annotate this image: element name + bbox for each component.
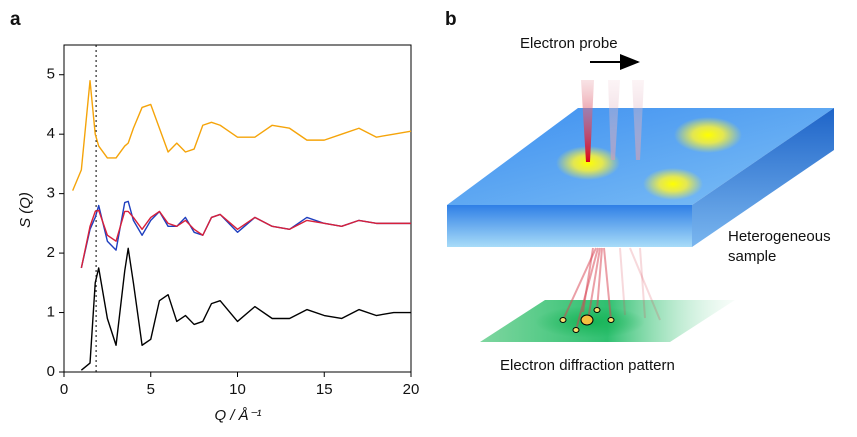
- y-tick-label: 5: [47, 66, 55, 83]
- sample-side: [692, 108, 834, 247]
- probe-beam-ghost: [632, 80, 644, 160]
- domain: [674, 117, 742, 153]
- series-line: [80, 200, 411, 269]
- y-tick-label: 4: [47, 125, 55, 142]
- panel-a: a S (Q) Q / Å⁻¹ 0 1 2 3 4 5 0 5 10 15 20: [10, 9, 419, 424]
- y-tick-label: 3: [47, 185, 55, 202]
- sample-front: [447, 205, 692, 247]
- series-line: [80, 209, 411, 269]
- y-axis-label: S (Q): [17, 192, 34, 228]
- x-tick-label: 15: [316, 381, 333, 398]
- rays: [562, 247, 661, 331]
- x-axis-label: Q / Å⁻¹: [214, 407, 261, 424]
- panel-label: b: [445, 9, 457, 30]
- plot-frame: [63, 44, 412, 373]
- y-tick-label: 1: [47, 304, 55, 321]
- diffraction-spots: [559, 307, 615, 333]
- panel-label: a: [10, 9, 21, 30]
- probe-beam-ghost: [608, 80, 620, 160]
- domain: [643, 168, 703, 200]
- y-tick-label: 2: [47, 244, 55, 261]
- x-tick-label: 0: [60, 381, 68, 398]
- x-tick-label: 5: [147, 381, 155, 398]
- sample-label: Heterogeneous: [728, 228, 831, 245]
- pattern-label: Electron diffraction pattern: [500, 357, 675, 374]
- probe-label: Electron probe: [520, 35, 618, 52]
- probe-beam: [581, 80, 594, 162]
- y-tick-label: 0: [47, 363, 55, 380]
- domain: [556, 146, 620, 180]
- series-line: [80, 247, 411, 371]
- x-tick-label: 10: [229, 381, 246, 398]
- series-line: [72, 79, 412, 191]
- x-tick-label: 20: [403, 381, 420, 398]
- panel-b: b Electron probe Heterogeneous sample El…: [445, 9, 834, 374]
- sample-label: sample: [728, 248, 776, 265]
